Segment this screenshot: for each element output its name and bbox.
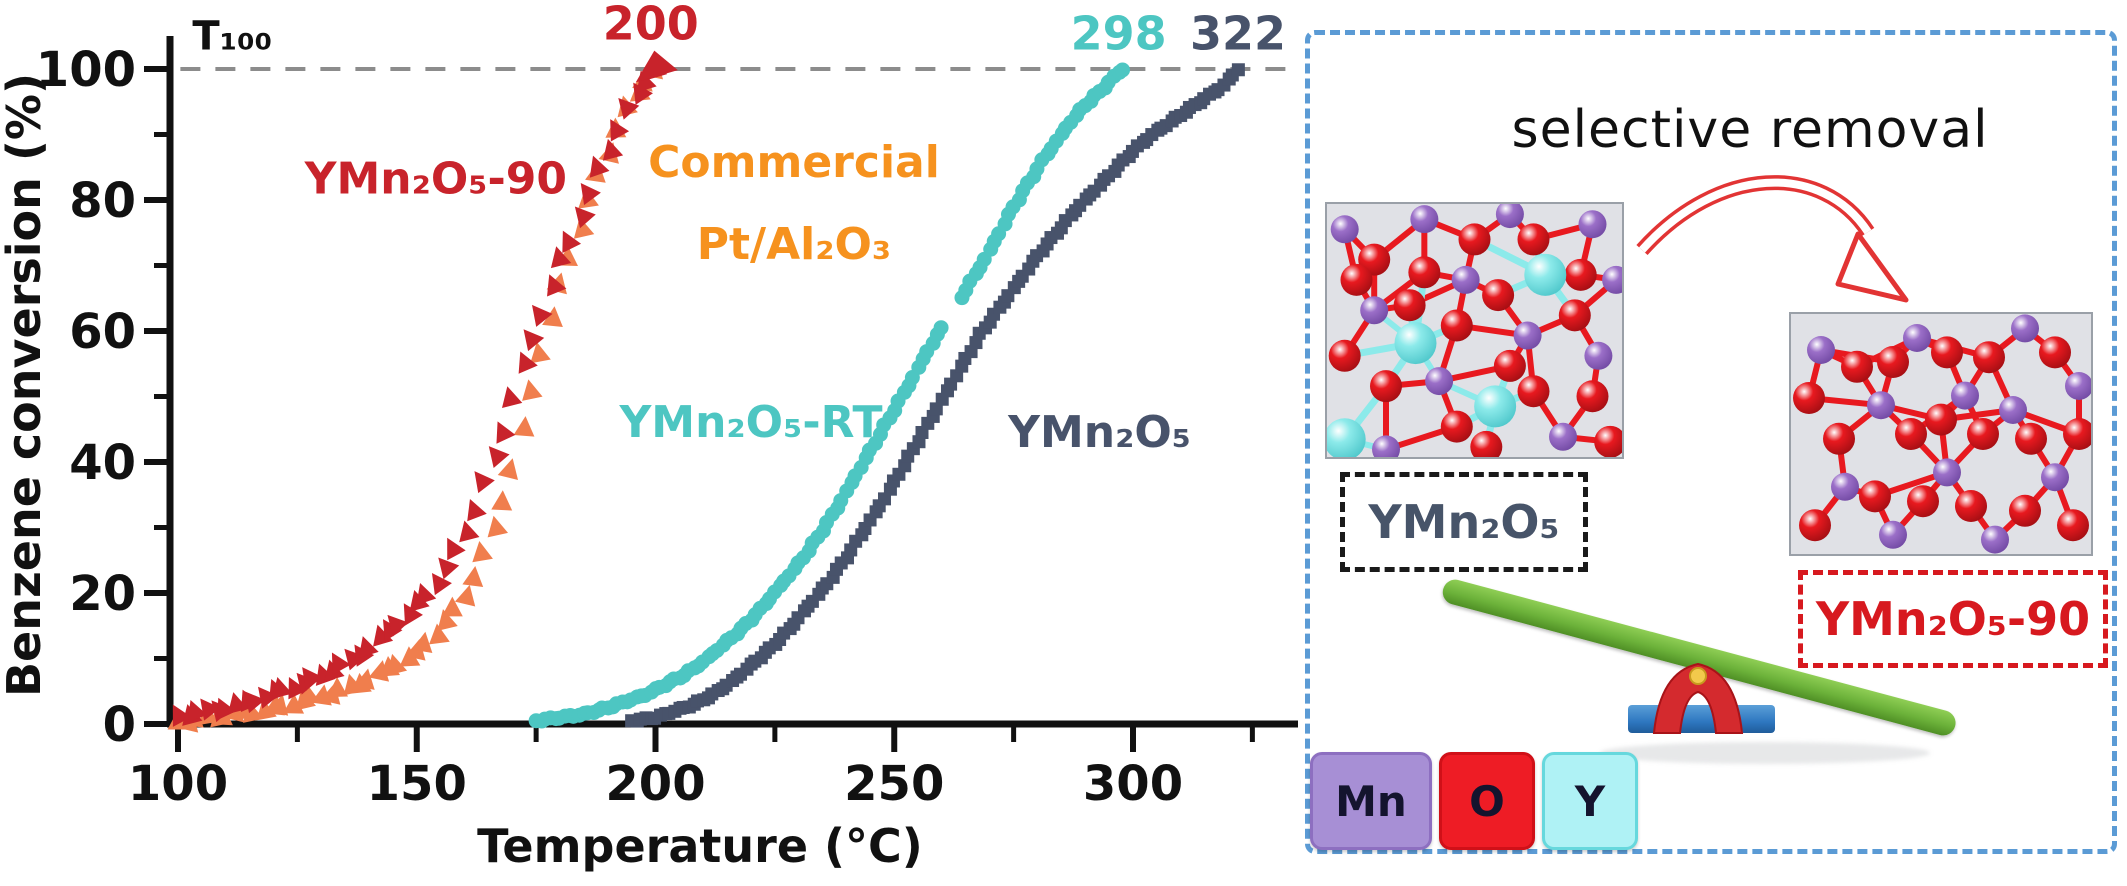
label-ymn2o5-90: YMn₂O₅-90 xyxy=(1815,592,2091,646)
crystal-structure-ymn2o5 xyxy=(1325,202,1624,459)
red-curve-arrow-tip xyxy=(635,50,678,83)
x-tick-label: 200 xyxy=(605,756,705,812)
t100-value-ymn2o5-90: 200 xyxy=(603,0,699,51)
y-tick-label: 60 xyxy=(69,304,136,360)
y-tick-label: 100 xyxy=(36,42,136,98)
atom-legend: Mn O Y xyxy=(1310,752,1638,850)
crystal-structure-ymn2o5-90 xyxy=(1789,312,2093,556)
crystal-art xyxy=(1327,204,1622,457)
y-tick-label: 80 xyxy=(69,173,136,229)
benzene-conversion-chart: 100 150 200 250 300 0 20 40 60 80 100 Temperature (… xyxy=(0,0,1298,873)
y-tick-label: 40 xyxy=(69,435,136,491)
x-tick-label: 150 xyxy=(367,756,467,812)
legend-label-y: Y xyxy=(1574,776,1606,826)
legend-item-o: O xyxy=(1439,752,1535,850)
legend-label-o: O xyxy=(1469,776,1505,826)
series-label-ymn2o5-90: YMn₂O₅-90 xyxy=(304,153,567,204)
transformation-arrow-icon xyxy=(1636,175,1909,303)
crystal-art xyxy=(1791,314,2091,554)
legend-item-mn: Mn xyxy=(1310,752,1432,850)
x-tick-label: 100 xyxy=(128,756,228,812)
t100-line-label: T₁₀₀ xyxy=(192,13,272,59)
y-axis-title: Benzene conversion (%) xyxy=(0,73,51,697)
series-label-ymn2o5: YMn₂O₅ xyxy=(1007,407,1191,458)
x-axis-title: Temperature (°C) xyxy=(477,819,923,873)
y-tick-label: 20 xyxy=(69,566,136,622)
label-ymn2o5: YMn₂O₅ xyxy=(1368,495,1560,549)
series-2 xyxy=(528,62,1131,729)
panel-title: selective removal xyxy=(1511,100,1989,160)
seesaw-base xyxy=(1628,705,1775,733)
t100-value-ymn2o5: 322 xyxy=(1190,6,1286,60)
series-label-commercial-2: Pt/Al₂O₃ xyxy=(697,219,891,270)
series-label-commercial-1: Commercial xyxy=(648,137,940,188)
seesaw-fulcrum-icon xyxy=(1652,662,1744,734)
legend-label-mn: Mn xyxy=(1335,776,1407,826)
legend-item-y: Y xyxy=(1542,752,1638,850)
series-3 xyxy=(625,63,1245,728)
seesaw-shadow xyxy=(1600,742,1930,764)
label-box-ymn2o5-90: YMn₂O₅-90 xyxy=(1798,570,2108,668)
label-box-ymn2o5: YMn₂O₅ xyxy=(1340,472,1588,572)
x-tick-label: 300 xyxy=(1083,756,1183,812)
x-tick-label: 250 xyxy=(844,756,944,812)
t100-value-ymn2o5-rt: 298 xyxy=(1071,6,1167,60)
series-label-ymn2o5-rt: YMn₂O₅-RT xyxy=(618,397,882,448)
y-tick-label: 0 xyxy=(103,697,136,753)
